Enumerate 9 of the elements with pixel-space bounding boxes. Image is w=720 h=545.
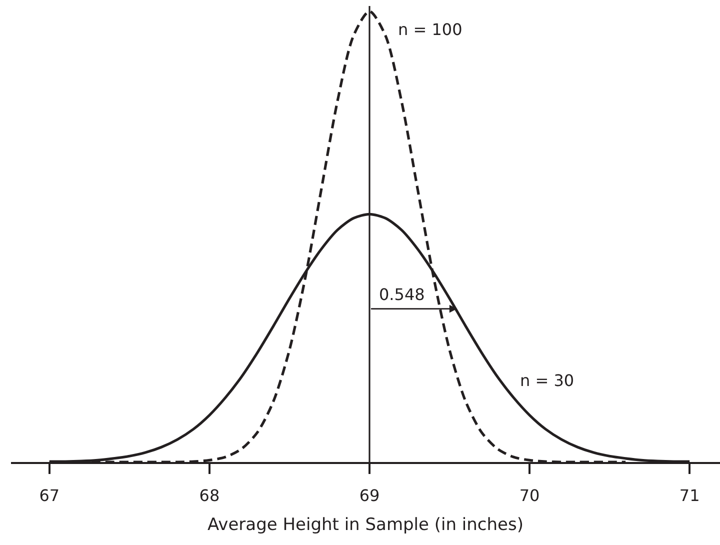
series-label: n = 30 <box>520 371 574 390</box>
annotation: 0.548 <box>379 285 425 304</box>
x-tick-label: 70 <box>519 486 540 505</box>
x-tick-label: 69 <box>359 486 380 505</box>
x-tick-label: 67 <box>39 486 60 505</box>
series-label: n = 100 <box>398 20 462 39</box>
x-axis-title: Average Height in Sample (in inches) <box>208 514 524 535</box>
x-tick-label: 68 <box>199 486 220 505</box>
x-tick-label: 71 <box>679 486 700 505</box>
